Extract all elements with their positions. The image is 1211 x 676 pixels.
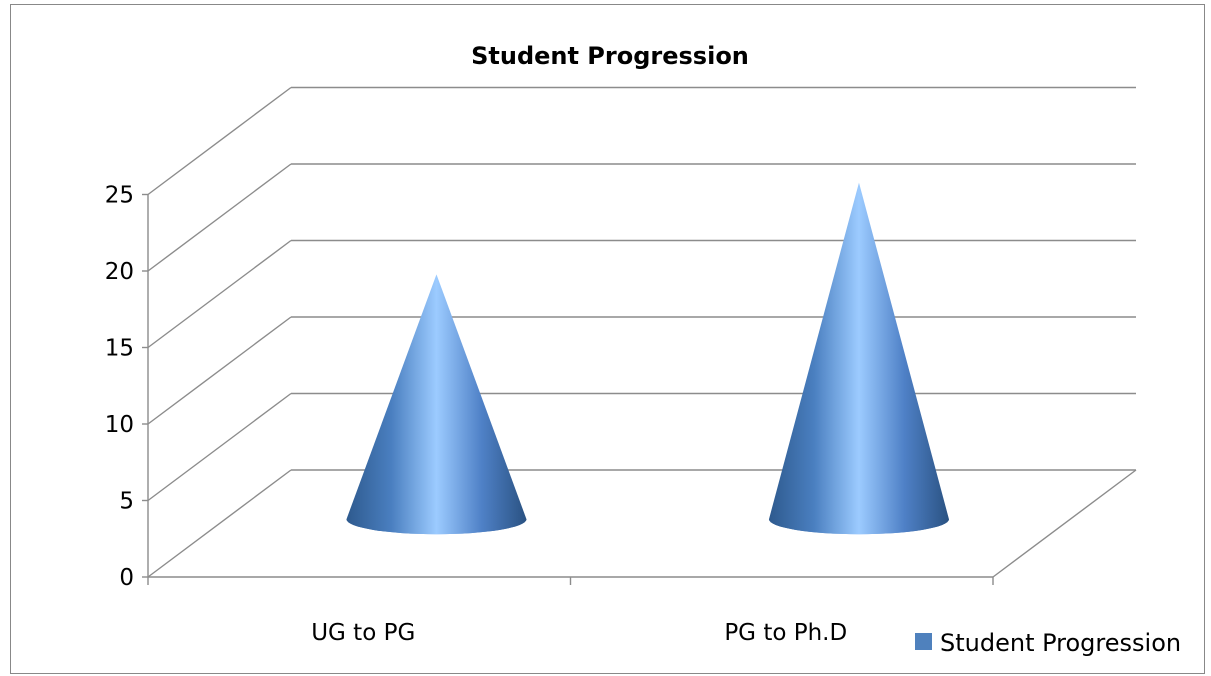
- y-tick-label: 5: [119, 489, 134, 515]
- cone-body: [768, 182, 949, 535]
- y-tick-labels: 0 5 10 15 20 25: [105, 183, 134, 592]
- gridline-side: [147, 239, 292, 349]
- axes: [142, 193, 1137, 585]
- floor-left-edge: [147, 469, 292, 578]
- cone: [768, 182, 949, 535]
- chart-title: Student Progression: [471, 42, 749, 70]
- chart-frame: [10, 4, 1205, 674]
- category-label: UG to PG: [311, 620, 415, 646]
- gridline-side: [147, 86, 292, 196]
- cone-body: [346, 274, 527, 535]
- floor-right-edge: [992, 469, 1137, 578]
- y-tick-label: 25: [105, 183, 134, 209]
- y-tick-label: 15: [105, 336, 134, 362]
- category-label: PG to Ph.D: [724, 620, 847, 646]
- legend: Student Progression: [915, 629, 1181, 657]
- gridline-side: [147, 316, 292, 425]
- cones: [346, 182, 949, 535]
- y-tick-label: 0: [119, 565, 134, 591]
- gridline-side: [147, 163, 292, 272]
- y-tick-label: 20: [105, 259, 134, 285]
- legend-swatch: [915, 633, 932, 650]
- gridlines: [147, 86, 1136, 502]
- category-labels: UG to PG PG to Ph.D: [311, 620, 847, 646]
- y-tick-label: 10: [105, 412, 134, 438]
- cone: [346, 274, 527, 535]
- gridline-side: [147, 392, 292, 502]
- legend-label: Student Progression: [940, 629, 1181, 657]
